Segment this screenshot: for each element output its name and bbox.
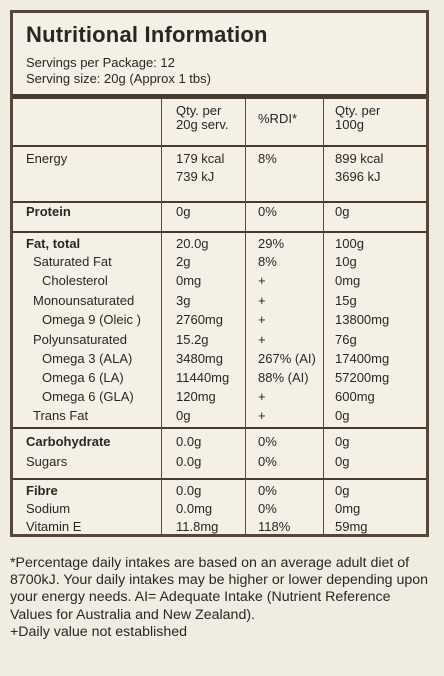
- omega6gla-rdi: +: [258, 389, 266, 404]
- plus-footnote: +Daily value not established: [10, 623, 188, 640]
- omega9-serv: 2760mg: [176, 312, 223, 327]
- fibre-serv: 0.0g: [176, 483, 202, 498]
- omega6gla-serv: 120mg: [176, 389, 216, 404]
- omega3-serv: 3480mg: [176, 351, 223, 366]
- column-line-3: [323, 99, 324, 534]
- omega6la-rdi: 88% (AI): [258, 370, 309, 385]
- omega6la-serv: 11440mg: [176, 370, 230, 385]
- fat-total-rdi: 29%: [258, 236, 285, 251]
- row-label-omega-6-gla: Omega 6 (GLA): [42, 389, 134, 404]
- energy-rdi: 8%: [258, 151, 277, 166]
- row-label-sugars: Sugars: [26, 454, 68, 469]
- col-header-serving-line2: 20g serv.: [176, 117, 229, 132]
- footnote: *Percentage daily intakes are based on a…: [10, 555, 430, 641]
- row-label-vitamin-e: Vitamin E: [26, 519, 82, 534]
- panel-title: Nutritional Information: [26, 22, 268, 47]
- rdi-footnote: *Percentage daily intakes are based on a…: [10, 555, 429, 623]
- row-label-cholesterol: Cholesterol: [42, 273, 108, 288]
- energy-serv-kj: 739 kJ: [176, 169, 215, 184]
- trans-serv: 0g: [176, 408, 191, 423]
- mono-rdi: +: [258, 293, 266, 308]
- row-label-energy: Energy: [26, 151, 68, 166]
- sodium-serv: 0.0mg: [176, 501, 213, 516]
- omega9-rdi: +: [258, 312, 266, 327]
- cholesterol-rdi: +: [258, 273, 266, 288]
- servings-per-package: Servings per Package: 12: [26, 55, 175, 70]
- row-label-fat-total: Fat, total: [26, 236, 81, 251]
- omega6gla-100g: 600mg: [335, 389, 375, 404]
- vitamin-e-serv: 11.8mg: [176, 519, 219, 534]
- row-label-saturated-fat: Saturated Fat: [33, 254, 112, 269]
- poly-rdi: +: [258, 332, 266, 347]
- cholesterol-100g: 0mg: [335, 273, 361, 288]
- poly-100g: 76g: [335, 332, 357, 347]
- fat-total-100g: 100g: [335, 236, 364, 251]
- col-header-serving-line1: Qty. per: [176, 103, 222, 118]
- sugars-serv: 0.0g: [176, 454, 202, 469]
- omega3-rdi: 267% (AI): [258, 351, 316, 366]
- cholesterol-serv: 0mg: [176, 273, 202, 288]
- protein-rdi: 0%: [258, 204, 277, 219]
- row-label-fibre: Fibre: [26, 483, 58, 498]
- vitamin-e-100g: 59mg: [335, 519, 368, 534]
- carbs-rdi: 0%: [258, 434, 277, 449]
- col-header-100g-line2: 100g: [335, 117, 364, 132]
- trans-rdi: +: [258, 408, 266, 423]
- fat-total-serv: 20.0g: [176, 236, 209, 251]
- column-line-1: [161, 99, 162, 534]
- col-header-rdi: %RDI*: [258, 111, 298, 126]
- omega9-100g: 13800mg: [335, 312, 390, 327]
- row-label-sodium: Sodium: [26, 501, 71, 516]
- protein-divider: [13, 231, 426, 233]
- omega3-100g: 17400mg: [335, 351, 390, 366]
- poly-serv: 15.2g: [176, 332, 209, 347]
- energy-divider: [13, 201, 426, 203]
- carbs-serv: 0.0g: [176, 434, 202, 449]
- row-label-carbohydrate: Carbohydrate: [26, 434, 111, 449]
- row-label-trans-fat: Trans Fat: [33, 408, 89, 423]
- vitamin-e-rdi: 118%: [258, 519, 291, 534]
- mono-100g: 15g: [335, 293, 357, 308]
- fibre-100g: 0g: [335, 483, 350, 498]
- energy-100g-kcal: 899 kcal: [335, 151, 384, 166]
- energy-100g-kj: 3696 kJ: [335, 169, 381, 184]
- header-divider: [13, 94, 426, 99]
- nutrition-panel: Nutritional Information Servings per Pac…: [10, 10, 429, 537]
- fibre-rdi: 0%: [258, 483, 277, 498]
- protein-serv: 0g: [176, 204, 191, 219]
- energy-serv-kcal: 179 kcal: [176, 151, 225, 166]
- omega6la-100g: 57200mg: [335, 370, 390, 385]
- col-header-100g-line1: Qty. per: [335, 103, 381, 118]
- column-header-divider: [13, 145, 426, 147]
- row-label-omega-3: Omega 3 (ALA): [42, 351, 133, 366]
- saturated-serv: 2g: [176, 254, 191, 269]
- fat-divider: [13, 427, 426, 429]
- mono-serv: 3g: [176, 293, 191, 308]
- protein-100g: 0g: [335, 204, 350, 219]
- sugars-rdi: 0%: [258, 454, 277, 469]
- row-label-polyunsaturated: Polyunsaturated: [33, 332, 127, 347]
- sodium-rdi: 0%: [258, 501, 277, 516]
- saturated-rdi: 8%: [258, 254, 277, 269]
- row-label-omega-9: Omega 9 (Oleic ): [42, 312, 141, 327]
- row-label-omega-6-la: Omega 6 (LA): [42, 370, 124, 385]
- carbohydrate-divider: [13, 478, 426, 480]
- row-label-monounsaturated: Monounsaturated: [33, 293, 135, 308]
- carbs-100g: 0g: [335, 434, 350, 449]
- trans-100g: 0g: [335, 408, 350, 423]
- saturated-100g: 10g: [335, 254, 357, 269]
- sugars-100g: 0g: [335, 454, 350, 469]
- row-label-protein: Protein: [26, 204, 71, 219]
- sodium-100g: 0mg: [335, 501, 361, 516]
- serving-size: Serving size: 20g (Approx 1 tbs): [26, 71, 211, 86]
- column-line-2: [245, 99, 246, 534]
